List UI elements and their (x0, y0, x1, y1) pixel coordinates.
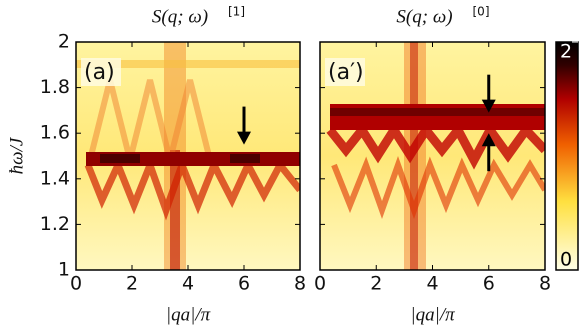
panel-label: (a) (84, 60, 115, 85)
x-axis-label: |qa|/π (410, 304, 455, 325)
x-tick-label: 6 (238, 273, 250, 295)
x-tick-label: 8 (294, 273, 306, 295)
y-tick-label: 2 (58, 31, 70, 53)
arrow-head (237, 131, 251, 145)
panel-label-box (81, 58, 121, 86)
y-tick-label: 1 (58, 259, 70, 281)
x-tick-label: 4 (426, 273, 438, 295)
y-tick-label: 1.4 (40, 167, 70, 189)
x-tick-label: 6 (483, 273, 495, 295)
colorbar (555, 41, 579, 271)
x-tick-label: 2 (126, 273, 138, 295)
y-axis-label: ħω/J (6, 136, 27, 174)
arrow-head (481, 99, 496, 113)
arrow-head (481, 133, 496, 147)
panel-label: (a′) (328, 60, 364, 85)
x-tick-label: 8 (539, 273, 551, 295)
chart-title: S(q; ω) (152, 6, 208, 27)
x-tick-label: 0 (70, 273, 82, 295)
x-tick-label: 2 (370, 273, 382, 295)
x-axis-label: |qa|/π (166, 304, 211, 325)
colorbar-tick-label: 2 (560, 41, 572, 63)
panel-label-box (325, 58, 365, 86)
y-tick-label: 1.8 (40, 76, 70, 98)
y-tick-label: 1.2 (40, 213, 70, 235)
chart-title: S(q; ω) (396, 6, 452, 27)
title-superscript: [0] (473, 5, 490, 19)
title-superscript: [1] (228, 5, 245, 19)
x-tick-label: 4 (182, 273, 194, 295)
y-tick-label: 1.6 (40, 122, 70, 144)
axes-layer: 0 2 4 6 8 1 1.2 1.4 1.6 1.8 2 S(q; ω) [1] |qa|/π ħω/J (… (6, 5, 578, 325)
colorbar-tick-label: 0 (560, 249, 572, 271)
x-tick-label: 0 (314, 273, 326, 295)
